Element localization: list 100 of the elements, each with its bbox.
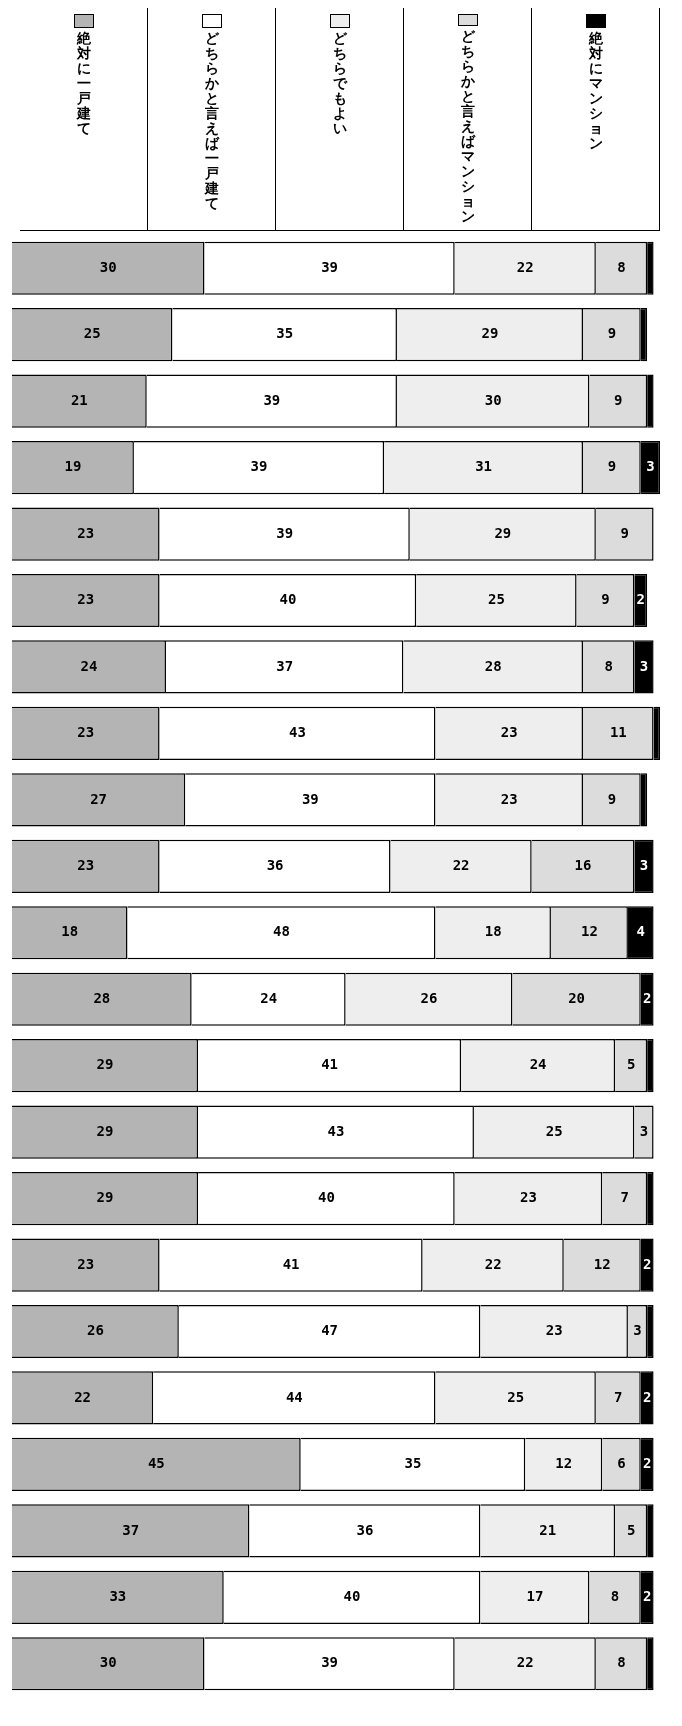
data-label: 9	[601, 591, 610, 608]
data-label: 12	[581, 923, 598, 940]
data-label: 39	[263, 391, 281, 408]
data-label: 3	[639, 657, 649, 674]
data-label: 31	[475, 458, 492, 475]
data-label: 9	[607, 458, 617, 475]
data-label: 39	[301, 790, 319, 807]
data-label: 22	[516, 1654, 534, 1671]
data-label: 23	[77, 591, 95, 608]
data-label: 2	[642, 989, 652, 1006]
data-label: 35	[404, 1455, 422, 1472]
data-label: 24	[529, 1056, 547, 1073]
data-label: 45	[147, 1455, 165, 1472]
data-label: 2	[642, 1388, 652, 1405]
data-label: 20	[568, 989, 586, 1006]
data-label: 33	[109, 1587, 127, 1604]
data-label: 23	[520, 1189, 537, 1206]
data-label: 29	[96, 1056, 114, 1073]
data-label: 30	[99, 258, 117, 275]
data-label: 41	[282, 1255, 300, 1272]
data-label: 2	[636, 591, 645, 608]
data-label: 23	[77, 1255, 95, 1272]
data-label: 43	[289, 724, 306, 741]
data-label: 27	[90, 790, 108, 807]
data-label: 18	[61, 923, 79, 940]
data-label: 23	[77, 856, 95, 873]
data-label: 28	[93, 989, 111, 1006]
data-label: 23	[77, 724, 95, 741]
data-label: 24	[260, 989, 278, 1006]
data-label: 8	[610, 1587, 620, 1604]
data-label: 22	[516, 258, 534, 275]
data-label: 2	[642, 1587, 652, 1604]
data-label: 25	[507, 1388, 525, 1405]
data-label: 36	[356, 1521, 374, 1538]
data-label: 23	[545, 1322, 563, 1339]
data-label: 8	[617, 258, 626, 275]
data-label: 5	[626, 1056, 636, 1073]
data-label: 41	[321, 1056, 339, 1073]
data-label: 39	[321, 258, 339, 275]
text: どちらかと言えば一戸建て	[204, 30, 219, 211]
data-label: 9	[607, 325, 617, 342]
data-label: 16	[574, 856, 592, 873]
data-label: 17	[526, 1587, 544, 1604]
data-label: 39	[276, 524, 294, 541]
data-label: 3	[646, 458, 655, 475]
data-label: 29	[96, 1189, 114, 1206]
data-label: 30	[99, 1654, 117, 1671]
data-label: 19	[64, 458, 82, 475]
data-label: 9	[620, 524, 629, 541]
data-label: 40	[343, 1587, 361, 1604]
data-label: 47	[321, 1322, 339, 1339]
data-label: 22	[74, 1388, 91, 1405]
data-label: 36	[266, 856, 284, 873]
data-label: 25	[545, 1122, 563, 1139]
data-label: 44	[285, 1388, 303, 1405]
data-label: 39	[321, 1654, 339, 1671]
data-label: 9	[614, 391, 623, 408]
data-label: 37	[122, 1521, 140, 1538]
data-label: 25	[83, 325, 101, 342]
data-label: 2	[642, 1255, 652, 1272]
data-label: 23	[500, 724, 518, 741]
data-label: 5	[626, 1521, 636, 1538]
legend-label: 絶対に一戸建て	[76, 30, 91, 136]
data-label: 3	[639, 1122, 649, 1139]
data-label: 40	[279, 591, 297, 608]
data-label: 6	[617, 1455, 626, 1472]
data-label: 35	[276, 325, 294, 342]
data-label: 29	[481, 325, 499, 342]
data-label: 28	[484, 657, 502, 674]
data-label: 18	[484, 923, 502, 940]
data-label: 26	[86, 1322, 104, 1339]
data-label: 21	[539, 1521, 557, 1538]
data-label: 4	[636, 923, 645, 940]
data-label: 7	[620, 1189, 629, 1206]
data-label: 22	[484, 1255, 502, 1272]
data-label: 23	[77, 524, 95, 541]
data-label: 43	[327, 1122, 345, 1139]
data-label: 37	[276, 657, 294, 674]
data-label: 12	[555, 1455, 573, 1472]
data-label: 39	[250, 458, 268, 475]
data-label: 2	[642, 1455, 652, 1472]
data-label: 3	[633, 1322, 642, 1339]
data-label: 12	[593, 1255, 611, 1272]
data-label: 30	[484, 391, 502, 408]
data-label: 8	[604, 657, 613, 674]
data-label: 11	[609, 724, 627, 741]
data-label: 8	[617, 1654, 626, 1671]
data-label: 40	[317, 1189, 335, 1206]
legend-label: どちらでもよい	[332, 30, 347, 136]
data-label: 23	[500, 790, 518, 807]
data-label: 9	[607, 790, 617, 807]
data-label: 25	[487, 591, 505, 608]
data-label: 29	[494, 524, 512, 541]
data-label: 22	[452, 856, 470, 873]
data-label: 29	[96, 1122, 114, 1139]
data-label: 24	[80, 657, 98, 674]
text: どちらかと言えばマンション	[460, 28, 475, 224]
legend-label: 絶対にマンション	[588, 30, 603, 151]
data-label: 3	[639, 856, 649, 873]
data-label: 21	[70, 391, 88, 408]
